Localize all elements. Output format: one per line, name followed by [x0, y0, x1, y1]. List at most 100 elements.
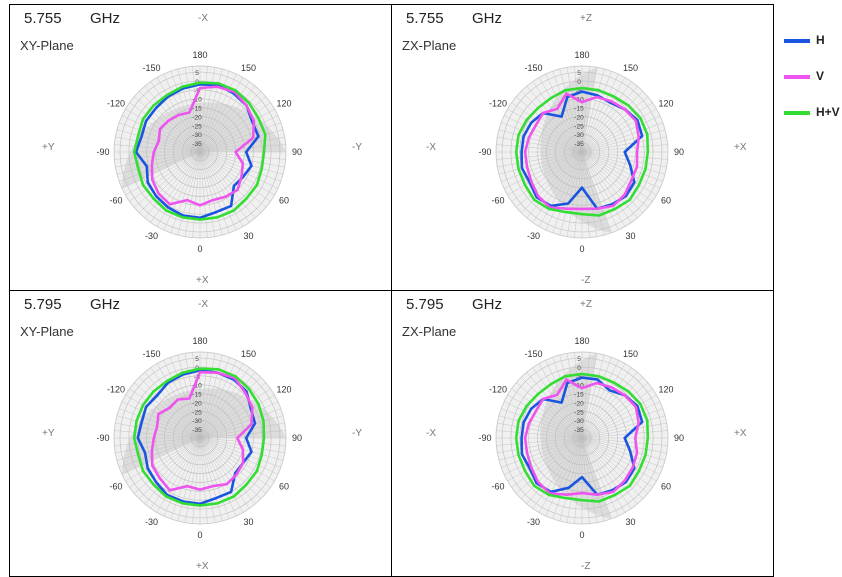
grid-spoke — [581, 367, 632, 439]
grid-spoke — [511, 437, 583, 488]
grid-spoke — [581, 151, 598, 237]
frequency-label: 5.755 — [24, 10, 62, 27]
grid-spoke — [133, 151, 201, 208]
angle-label: -60 — [109, 482, 122, 492]
grid-spoke — [581, 437, 612, 519]
grid-spoke — [515, 382, 583, 439]
axis-label-right: +X — [734, 428, 747, 439]
grid-spoke — [199, 437, 244, 513]
angle-label: 120 — [276, 99, 291, 109]
angle-label: -150 — [142, 349, 160, 359]
grid-spoke — [507, 437, 583, 482]
plane-label: XY-Plane — [20, 324, 74, 339]
grid-spoke — [129, 437, 201, 488]
grid-spoke — [581, 151, 605, 236]
grid-spoke — [199, 122, 281, 153]
grid-spoke — [121, 401, 201, 439]
grid-spoke — [199, 96, 267, 153]
grid-spoke — [121, 437, 201, 475]
grid-spoke — [115, 151, 201, 168]
grid-spoke — [581, 437, 657, 482]
grid-spoke — [199, 115, 279, 153]
grid-spoke — [496, 151, 583, 160]
grid-spoke — [574, 352, 583, 439]
radial-tick-label: -25 — [192, 409, 202, 416]
grid-spoke — [144, 437, 201, 505]
frequency-unit: GHz — [472, 10, 502, 27]
radial-tick-label: -20 — [574, 114, 584, 121]
radial-tick-label: -30 — [574, 418, 584, 425]
grid-spoke — [199, 151, 286, 160]
grid-spoke — [199, 151, 244, 227]
axis-label-top: +Z — [580, 299, 592, 310]
grid-spoke — [581, 108, 657, 153]
grid-spoke — [119, 437, 201, 468]
grid-spoke — [199, 437, 223, 522]
grid-spoke — [532, 437, 583, 509]
grid-spoke — [116, 437, 201, 461]
radial-tick-label: -15 — [574, 392, 584, 399]
radial-tick-label: -15 — [574, 106, 584, 113]
axis-label-bottom: -Z — [581, 561, 591, 572]
grid-spoke — [581, 85, 638, 153]
grid-spoke — [501, 408, 583, 439]
grid-spoke — [574, 66, 583, 153]
grid-spoke — [552, 151, 583, 233]
grid-spoke — [581, 151, 667, 168]
grid-spoke — [497, 151, 583, 168]
grid-spoke — [121, 115, 201, 153]
angle-label: 60 — [661, 196, 671, 206]
grid-spoke — [515, 96, 583, 153]
grid-spoke — [133, 96, 201, 153]
grid-spoke — [199, 437, 286, 446]
grid-spoke — [581, 437, 663, 468]
grid-spoke — [199, 437, 281, 468]
grid-spoke — [498, 151, 583, 175]
grid-spoke — [545, 437, 583, 517]
angle-label: 180 — [574, 50, 589, 60]
grid-spoke — [507, 108, 583, 153]
grid-spoke — [125, 437, 201, 482]
grid-spoke — [581, 437, 653, 488]
angle-label: 120 — [658, 99, 673, 109]
angle-label: -150 — [524, 63, 542, 73]
grid-spoke — [199, 401, 279, 439]
angle-label: -150 — [142, 63, 160, 73]
angle-label: -120 — [107, 385, 125, 395]
series-line-v — [523, 378, 640, 496]
grid-spoke — [156, 437, 201, 513]
grid-spoke — [125, 108, 201, 153]
grid-spoke — [199, 437, 271, 488]
grid-spoke — [199, 437, 216, 523]
legend-label-h: H — [816, 33, 825, 47]
grid-spoke — [501, 151, 583, 182]
radial-tick-label: -20 — [574, 400, 584, 407]
radial-tick-label: 5 — [577, 70, 581, 77]
axis-label-bottom: -Z — [581, 275, 591, 286]
axis-label-left: +Y — [42, 142, 55, 153]
grid-spoke — [129, 388, 201, 439]
radial-tick-label: -10 — [192, 97, 202, 104]
grid-spoke — [581, 151, 649, 208]
legend: H V H+V — [784, 30, 842, 138]
grid-spoke — [192, 66, 201, 153]
angle-label: 120 — [658, 385, 673, 395]
grid-spoke — [521, 151, 583, 213]
axis-label-left: -X — [426, 142, 436, 153]
grid-spoke — [199, 151, 208, 238]
grid-spoke — [581, 115, 661, 153]
grid-spoke — [581, 354, 605, 439]
axis-label-left: +Y — [42, 428, 55, 439]
grid-spoke — [581, 77, 626, 153]
grid-spoke — [511, 388, 583, 439]
grid-spoke — [199, 437, 275, 482]
grid-spoke — [125, 151, 201, 196]
angle-label: 30 — [243, 517, 253, 527]
angle-label: 0 — [197, 244, 202, 254]
series-line-hv — [132, 81, 267, 221]
grid-spoke — [559, 68, 583, 153]
grid-spoke — [199, 151, 256, 219]
grid-spoke — [532, 151, 583, 223]
grid-spoke — [199, 437, 250, 509]
grid-spoke — [199, 367, 250, 439]
